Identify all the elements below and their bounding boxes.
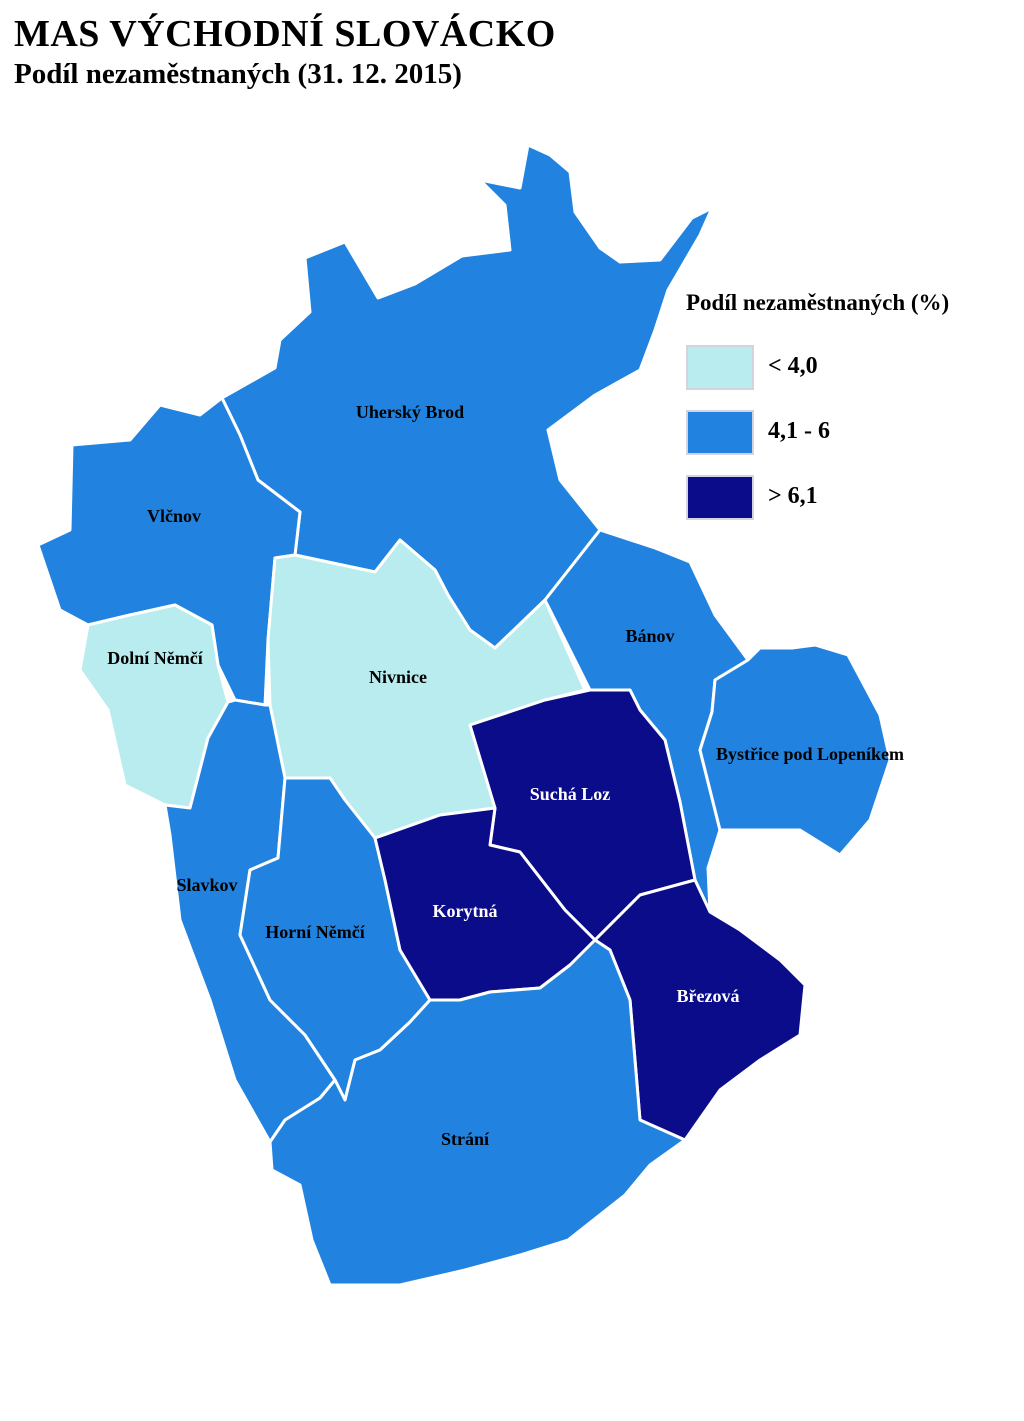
label-korytna: Korytná [433,901,498,921]
map-title: MAS VÝCHODNÍ SLOVÁCKO [14,13,556,55]
legend-label-mid: 4,1 - 6 [768,418,830,444]
legend-swatch-mid [686,410,754,455]
legend-label-low: < 4,0 [768,353,818,379]
region-bystrice[interactable] [698,643,892,857]
legend-item-low: < 4,0 [686,345,946,393]
map-subtitle: Podíl nezaměstnaných (31. 12. 2015) [14,58,462,90]
label-uhersky-brod: Uherský Brod [356,402,464,422]
legend-title: Podíl nezaměstnaných (%) [686,290,950,315]
label-vlcnov: Vlčnov [147,506,201,526]
legend: Podíl nezaměstnaných (%) < 4,0 4,1 - 6 >… [686,290,1024,520]
legend-item-mid: 4,1 - 6 [686,410,946,458]
legend-item-high: > 6,1 [686,475,946,523]
label-horni-nemci: Horní Němčí [265,922,365,942]
label-slavkov: Slavkov [176,875,237,895]
label-bystrice: Bystřice pod Lopeníkem [716,744,904,764]
label-sucha-loz: Suchá Loz [530,784,611,804]
legend-swatch-high [686,475,754,520]
label-banov: Bánov [625,626,674,646]
label-nivnice: Nivnice [369,667,427,687]
legend-swatch-low [686,345,754,390]
label-dolni-nemci: Dolní Němčí [107,648,203,668]
label-strani: Strání [441,1129,490,1149]
legend-label-high: > 6,1 [768,483,818,509]
label-brezova: Březová [677,986,740,1006]
region-strani[interactable] [268,938,687,1287]
